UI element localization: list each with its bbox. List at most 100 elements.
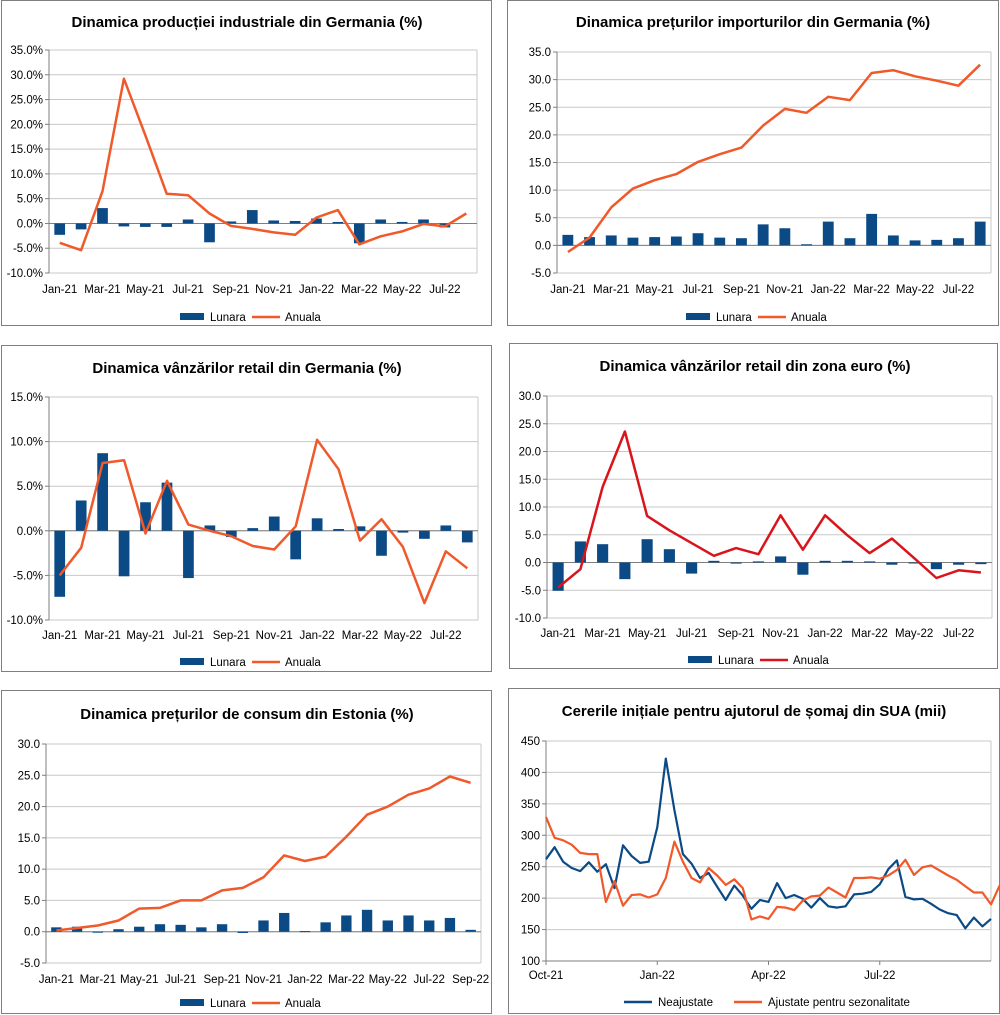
bar-lunara	[54, 530, 66, 597]
line-anuala	[56, 775, 471, 932]
chart-panel-retail-germany: Dinamica vânzărilor retail din Germania …	[1, 345, 492, 672]
chart-import-prices: Dinamica prețurilor importurilor din Ger…	[529, 14, 992, 324]
x-tick-label: Jul-21	[165, 974, 196, 986]
y-tick-label: 450	[521, 736, 540, 748]
bar-lunara	[279, 912, 290, 932]
x-tick-label: Jan-21	[42, 284, 77, 296]
bar-lunara	[797, 562, 809, 575]
x-tick-label: May-21	[635, 284, 673, 296]
line-anuala	[557, 430, 982, 589]
chart-title: Dinamica prețurilor de consum din Estoni…	[80, 706, 413, 723]
y-tick-label: 20.0	[519, 447, 541, 459]
bar-lunara	[247, 528, 259, 531]
x-tick-label: Sep-21	[212, 284, 249, 296]
bar-lunara	[258, 920, 269, 932]
y-tick-label: 400	[521, 767, 540, 779]
bar-lunara	[887, 235, 899, 246]
legend-label-anuala: Anuala	[285, 998, 321, 1010]
line-anuala	[58, 438, 469, 605]
x-tick-label: Nov-21	[245, 974, 282, 986]
x-tick-label: Mar-21	[584, 628, 620, 640]
bar-lunara	[332, 221, 344, 224]
bar-lunara	[953, 238, 964, 246]
bar-lunara	[552, 562, 564, 591]
chart-title: Dinamica vânzărilor retail din Germania …	[92, 360, 401, 377]
line-neajustate	[545, 757, 992, 930]
bar-lunara	[931, 239, 943, 246]
x-tick-label: Jan-22	[640, 970, 675, 982]
chart-panel-estonia-cpi: Dinamica prețurilor de consum din Estoni…	[1, 690, 492, 1014]
bar-lunara	[663, 549, 675, 563]
y-tick-label: -5.0%	[13, 243, 43, 255]
chart-retail-germany: Dinamica vânzărilor retail din Germania …	[7, 360, 479, 669]
legend: Lunara Anuala	[180, 657, 321, 669]
bar-lunara	[822, 221, 834, 246]
bar-lunara	[975, 562, 987, 565]
chart-panel-us-jobless-claims: Cererile inițiale pentru ajutorul de șom…	[508, 688, 1000, 1014]
legend-label-lunara: Lunara	[210, 312, 246, 324]
legend: Neajustate Ajustate pentru sezonalitate	[624, 997, 910, 1009]
bar-lunara	[844, 238, 856, 246]
x-tick-label: Jan-21	[541, 628, 576, 640]
chart-panel-import-prices: Dinamica prețurilor importurilor din Ger…	[507, 0, 999, 326]
y-tick-label: -5.0	[531, 268, 551, 280]
legend-label-lunara: Lunara	[718, 655, 754, 667]
x-tick-label: Jul-21	[682, 284, 713, 296]
bar-lunara	[397, 530, 409, 533]
line-anuala	[567, 63, 981, 254]
x-tick-label: Mar-21	[84, 284, 120, 296]
y-tick-label: 10.0%	[10, 437, 43, 449]
x-tick-label: Jul-22	[864, 970, 895, 982]
x-tick-label: Jul-21	[173, 630, 204, 642]
y-tick-label: -10.0	[515, 613, 541, 625]
bar-lunara	[320, 922, 331, 932]
x-tick-label: Nov-21	[762, 628, 799, 640]
bar-lunara	[161, 223, 173, 227]
bar-lunara	[361, 909, 373, 932]
chart-retail-eurozone: Dinamica vânzărilor retail din zona euro…	[515, 358, 993, 667]
bar-lunara	[953, 562, 965, 565]
bar-lunara	[619, 562, 631, 580]
bar-lunara	[465, 929, 476, 932]
x-tick-label: Mar-21	[593, 284, 629, 296]
y-tick-label: 30.0	[18, 739, 40, 751]
legend-label-ajustate: Ajustate pentru sezonalitate	[768, 997, 910, 1009]
y-tick-label: 100	[521, 956, 540, 968]
y-tick-label: 15.0	[18, 833, 40, 845]
x-tick-label: Jul-22	[429, 284, 460, 296]
y-tick-label: 35.0%	[10, 45, 43, 57]
chart-title: Dinamica producției industriale din Germ…	[72, 14, 423, 31]
chart-title: Dinamica vânzărilor retail din zona euro…	[600, 358, 911, 375]
bar-lunara	[92, 931, 103, 933]
bar-lunara	[419, 530, 430, 539]
x-tick-label: May-22	[896, 284, 934, 296]
bar-lunara	[290, 530, 302, 560]
bar-lunara	[268, 516, 280, 531]
bar-lunara	[930, 562, 942, 570]
y-tick-label: 350	[521, 799, 540, 811]
legend-swatch-lunara	[180, 999, 204, 1006]
bar-lunara	[182, 219, 194, 224]
y-tick-label: 0.0	[525, 558, 541, 570]
legend-swatch-lunara	[180, 313, 204, 320]
y-tick-label: -10.0%	[7, 615, 43, 627]
bar-lunara	[597, 544, 609, 563]
bar-lunara	[444, 917, 456, 932]
x-tick-label: Jan-22	[299, 284, 334, 296]
bar-lunara	[237, 931, 248, 933]
x-tick-label: Jan-22	[300, 630, 335, 642]
bar-lunara	[175, 924, 186, 932]
bar-lunara	[779, 228, 791, 246]
legend-label-anuala: Anuala	[793, 655, 829, 667]
y-tick-label: 200	[521, 893, 540, 905]
legend: Lunara Anuala	[180, 998, 321, 1010]
x-tick-label: May-22	[384, 630, 422, 642]
bar-lunara	[382, 920, 393, 932]
x-tick-label: Jul-21	[676, 628, 707, 640]
x-tick-label: Mar-21	[84, 630, 120, 642]
y-tick-label: -5.0%	[13, 570, 43, 582]
bar-lunara	[801, 244, 812, 246]
y-tick-label: 5.0%	[17, 481, 43, 493]
bar-lunara	[670, 236, 682, 246]
x-tick-label: Jul-22	[430, 630, 461, 642]
